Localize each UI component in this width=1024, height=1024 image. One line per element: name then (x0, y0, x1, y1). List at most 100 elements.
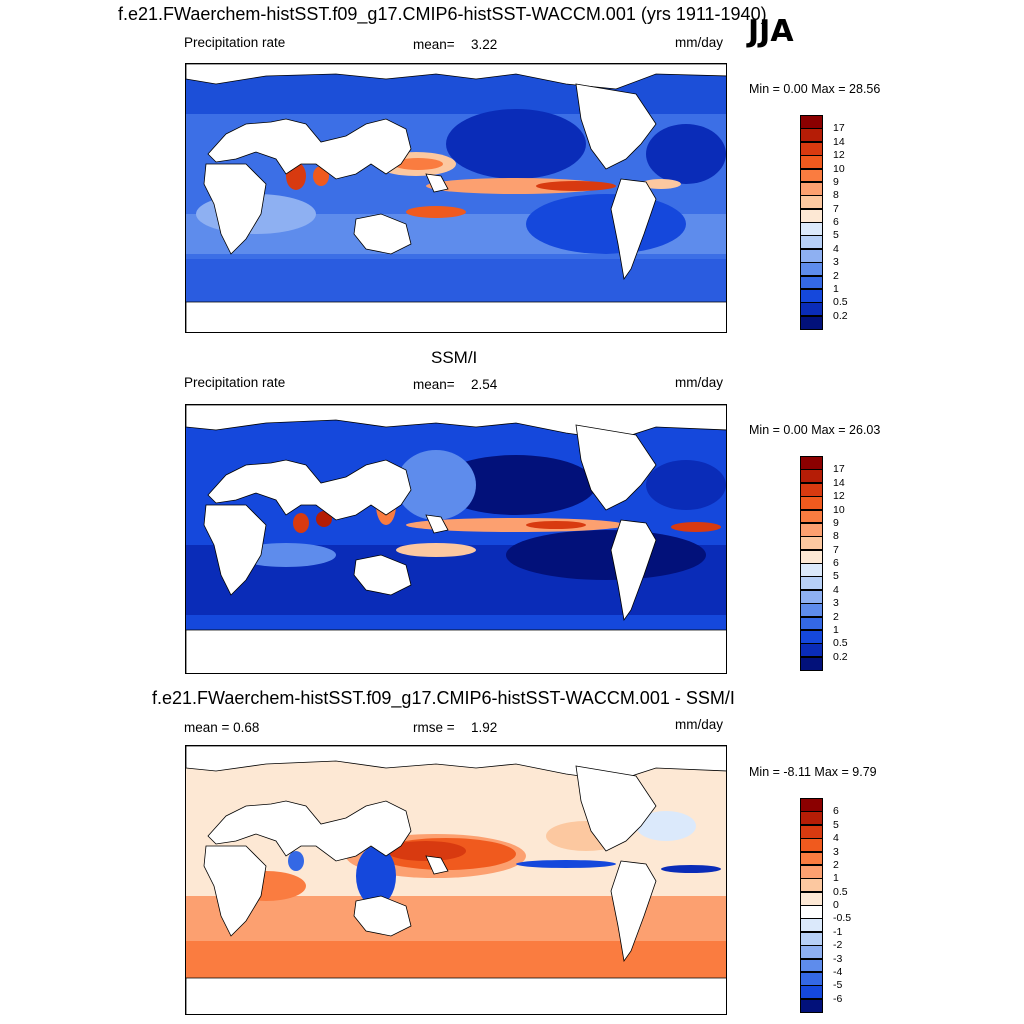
colorbar-label: 7 (833, 543, 839, 556)
season-label: JJA (748, 14, 794, 49)
colorbar-label: 0.2 (833, 650, 848, 663)
panel-diff-colorbar: 6 5 4 3 2 1 0.5 0 -0.5 -1 -2 -3 -4 -5 -6 (800, 798, 851, 1013)
panel-obs-title: SSM/I (431, 348, 478, 367)
colorbar-swatch (800, 536, 823, 551)
colorbar-label: -4 (833, 965, 843, 978)
colorbar-swatch (800, 878, 823, 893)
colorbar-label: 8 (833, 530, 839, 543)
panel-model-map (185, 63, 727, 333)
panel-obs-mean-label: mean= (413, 377, 455, 392)
panel-diff-units: mm/day (675, 717, 724, 732)
colorbar-label: 2 (833, 858, 839, 871)
colorbar-swatch (800, 248, 823, 263)
colorbar-label: 0.5 (833, 296, 848, 309)
colorbar-swatch (800, 811, 823, 826)
panel-model-variable: Precipitation rate (184, 35, 286, 50)
colorbar-swatch (800, 603, 823, 617)
continents (186, 405, 726, 673)
colorbar-label: 7 (833, 202, 839, 215)
panel-model-units: mm/day (675, 35, 724, 50)
colorbar-swatch (800, 656, 823, 671)
colorbar-label: -2 (833, 939, 843, 952)
colorbar-swatch (800, 864, 823, 879)
colorbar-label: 6 (833, 805, 839, 818)
colorbar-label: 6 (833, 557, 839, 569)
colorbar-label: 9 (833, 175, 839, 188)
panel-obs-minmax: Min = 0.00 Max = 26.03 (749, 423, 881, 437)
colorbar-swatch (800, 128, 823, 143)
colorbar-label: 14 (833, 476, 845, 489)
panel-diff-rmse-value: 1.92 (471, 720, 498, 735)
colorbar-label: 10 (833, 503, 845, 516)
colorbar-swatch (800, 905, 823, 919)
colorbar-label: 17 (833, 463, 845, 476)
colorbar-label: 1 (833, 623, 839, 636)
panel-model-minmax: Min = 0.00 Max = 28.56 (749, 82, 881, 96)
colorbar-label: 6 (833, 216, 839, 228)
panel-obs-variable: Precipitation rate (184, 375, 286, 390)
colorbar-label: 1 (833, 282, 839, 295)
panel-obs-units: mm/day (675, 375, 724, 390)
colorbar-label: -1 (833, 925, 843, 938)
panel-model-mean-value: 3.22 (471, 37, 498, 52)
colorbar-swatch (800, 181, 823, 196)
colorbar-swatch (800, 115, 823, 129)
colorbar-label: 5 (833, 229, 839, 242)
panel-diff-map (185, 745, 727, 1015)
colorbar-label: 3 (833, 256, 839, 269)
continents (186, 746, 726, 1014)
colorbar-label: 0.5 (833, 885, 848, 898)
colorbar-swatch (800, 195, 823, 210)
colorbar-swatch (800, 141, 823, 156)
colorbar-swatch (800, 643, 823, 658)
colorbar-label: 0.5 (833, 637, 848, 650)
colorbar-swatch (800, 851, 823, 866)
colorbar-label: 3 (833, 845, 839, 858)
colorbar-label: 14 (833, 135, 845, 148)
colorbar-swatch (800, 985, 823, 1000)
colorbar-swatch (800, 496, 823, 510)
colorbar-label: 17 (833, 122, 845, 135)
colorbar-label: 0 (833, 899, 839, 911)
colorbar-label: 10 (833, 162, 845, 175)
colorbar-swatch (800, 798, 823, 812)
colorbar-swatch (800, 945, 823, 959)
colorbar-label: 4 (833, 832, 839, 845)
colorbar-swatch (800, 971, 823, 986)
colorbar-swatch (800, 288, 823, 303)
colorbar-swatch (800, 469, 823, 484)
colorbar-swatch (800, 315, 823, 330)
colorbar-swatch (800, 563, 823, 577)
colorbar-swatch (800, 522, 823, 537)
colorbar-swatch (800, 208, 823, 223)
panel-obs-colorbar: 17 14 12 10 9 8 7 6 5 4 3 2 1 0.5 0.2 (800, 456, 848, 671)
colorbar-swatch (800, 456, 823, 470)
colorbar-label: 2 (833, 269, 839, 282)
colorbar-label: 1 (833, 872, 839, 885)
panel-model-mean-label: mean= (413, 37, 455, 52)
colorbar-label: -0.5 (833, 912, 852, 925)
panel-diff-title: f.e21.FWaerchem-histSST.f09_g17.CMIP6-hi… (152, 688, 735, 708)
colorbar-label: 5 (833, 570, 839, 583)
colorbar-swatch (800, 235, 823, 250)
colorbar-swatch (800, 576, 823, 591)
panel-model-colorbar: 17 14 12 10 9 8 7 6 5 4 3 2 1 0.5 0.2 (800, 115, 848, 330)
colorbar-swatch (800, 998, 823, 1013)
colorbar-swatch (800, 302, 823, 317)
colorbar-label: 2 (833, 610, 839, 623)
continents (186, 64, 726, 332)
colorbar-swatch (800, 824, 823, 839)
colorbar-label: 8 (833, 189, 839, 202)
colorbar-label: 3 (833, 597, 839, 610)
colorbar-swatch (800, 482, 823, 497)
colorbar-swatch (800, 931, 823, 946)
panel-model-title: f.e21.FWaerchem-histSST.f09_g17.CMIP6-hi… (118, 4, 767, 24)
panel-obs-map (185, 404, 727, 674)
colorbar-swatch (800, 262, 823, 276)
colorbar-swatch (800, 891, 823, 906)
colorbar-swatch (800, 275, 823, 290)
colorbar-swatch (800, 222, 823, 236)
colorbar-swatch (800, 918, 823, 933)
colorbar-swatch (800, 838, 823, 852)
colorbar-swatch (800, 589, 823, 604)
